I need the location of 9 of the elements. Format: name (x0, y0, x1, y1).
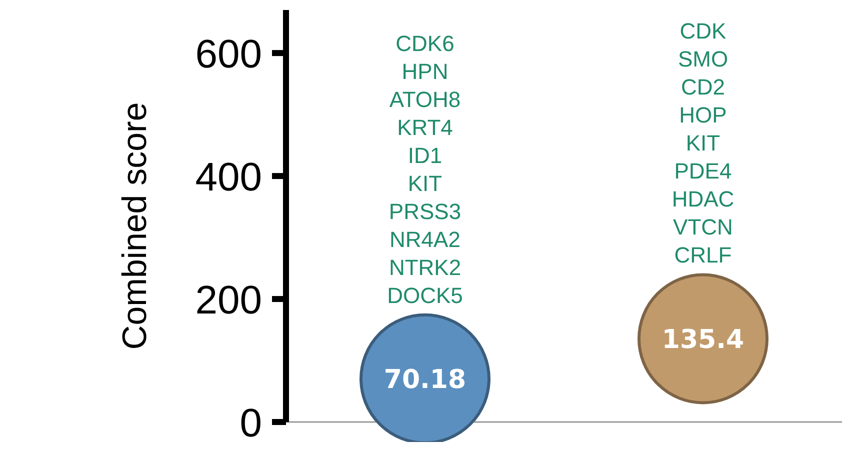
y-tick-label: 0 (240, 401, 262, 446)
y-tick-label: 200 (195, 278, 262, 322)
y-tick-label: 600 (195, 32, 262, 76)
data-label: 70.18 (384, 364, 466, 395)
y-axis-title: Combined score (116, 102, 154, 350)
y-tick-label: 400 (195, 155, 262, 200)
text: CDK SMO CD2 HOP KIT PDE4 HDAC VTCN CRLF (672, 18, 734, 268)
text: CDK6 HPN ATOH8 KRT4 ID1 KIT PRSS3 NR4A2 NTRK2 DOCK5 (387, 30, 463, 308)
data-label: 135.4 (662, 324, 744, 355)
